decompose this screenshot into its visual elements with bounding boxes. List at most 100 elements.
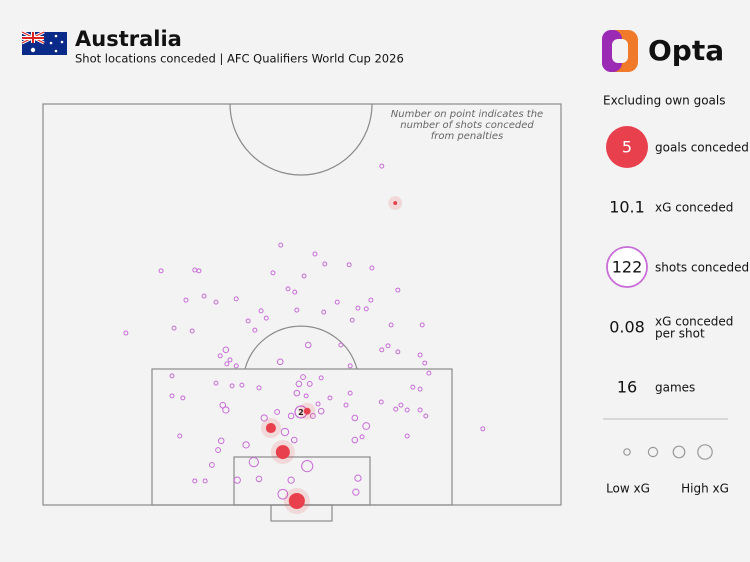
stat-label: per shot <box>655 327 705 341</box>
shot <box>379 347 385 353</box>
shot <box>242 441 250 449</box>
shot <box>417 386 423 392</box>
shot <box>334 299 340 305</box>
shot <box>321 309 327 315</box>
stat-value: 0.08 <box>609 318 645 337</box>
flag <box>21 30 67 55</box>
shot <box>169 393 175 399</box>
brand: Opta <box>648 34 724 67</box>
shot <box>248 456 259 468</box>
shot <box>295 380 303 388</box>
shots: 2 <box>123 163 486 515</box>
shot <box>347 390 353 396</box>
shot <box>280 427 290 437</box>
shot <box>158 268 164 274</box>
shot <box>422 360 428 366</box>
shot <box>245 318 251 324</box>
shot <box>355 305 361 311</box>
shot <box>270 270 276 276</box>
shot <box>359 434 365 440</box>
stat-value: 5 <box>622 138 632 157</box>
shot <box>239 382 245 388</box>
shot <box>419 322 425 328</box>
subtitle: Shot locations conceded | AFC Qualifiers… <box>75 52 404 66</box>
shot <box>287 476 295 484</box>
shot <box>410 384 416 390</box>
shot <box>301 273 307 279</box>
shot <box>219 401 227 409</box>
shot <box>217 353 223 359</box>
shot <box>208 461 215 468</box>
shot <box>327 395 333 401</box>
shot <box>395 287 401 293</box>
shot <box>233 363 239 369</box>
shot <box>388 322 394 328</box>
note-line: from penalties <box>431 131 503 142</box>
shot <box>343 402 349 408</box>
legend-low: Low xG <box>606 482 650 496</box>
shot <box>278 242 284 248</box>
sidebar: Excluding own goals 5 goals conceded 10.… <box>603 94 749 496</box>
shot <box>352 488 360 496</box>
shot <box>171 325 177 331</box>
shot <box>385 343 391 349</box>
shot <box>338 342 344 348</box>
shot <box>322 261 328 267</box>
shot <box>292 289 298 295</box>
shot <box>233 296 239 302</box>
shot <box>300 374 306 381</box>
shot <box>277 488 289 500</box>
shot <box>480 426 486 432</box>
shot <box>294 307 300 313</box>
shot <box>303 393 309 399</box>
shot <box>423 413 429 419</box>
shot <box>379 163 385 169</box>
shots-badge <box>606 246 648 288</box>
stat-label: games <box>655 381 695 395</box>
shot <box>404 433 410 439</box>
shot <box>202 478 208 484</box>
shot <box>351 436 359 444</box>
shot <box>276 358 284 366</box>
stat-value: 16 <box>617 378 637 397</box>
goal <box>275 445 290 460</box>
shot <box>260 414 268 422</box>
shot <box>306 380 313 387</box>
shot <box>426 370 432 376</box>
stat-label: goals conceded <box>655 141 749 155</box>
shot <box>123 330 129 336</box>
shot <box>287 412 295 420</box>
shot <box>315 401 321 407</box>
shot <box>229 383 235 389</box>
goal <box>265 422 276 434</box>
shot <box>417 352 423 358</box>
shot <box>252 327 258 333</box>
shot <box>309 413 316 419</box>
shot <box>192 478 198 484</box>
note-line: number of shots conceded <box>400 120 534 131</box>
shot <box>213 380 219 386</box>
shot <box>274 409 281 415</box>
penalty-count: 2 <box>298 408 304 417</box>
note-line: Number on point indicates the <box>391 109 543 120</box>
shot <box>317 407 325 415</box>
goal <box>288 492 305 510</box>
size-legend <box>623 444 713 460</box>
shot <box>215 447 222 453</box>
goal <box>303 407 311 415</box>
shot <box>363 306 369 312</box>
shot <box>417 407 423 413</box>
shot <box>318 375 324 381</box>
shot <box>233 476 241 484</box>
goal <box>393 201 398 206</box>
shot <box>189 328 195 334</box>
shot <box>217 437 225 445</box>
shot <box>183 297 189 303</box>
shot <box>285 286 291 292</box>
shot <box>293 389 301 397</box>
legend-high: High xG <box>681 482 729 496</box>
shot <box>393 406 399 412</box>
shot <box>368 297 374 303</box>
shot <box>312 251 318 257</box>
